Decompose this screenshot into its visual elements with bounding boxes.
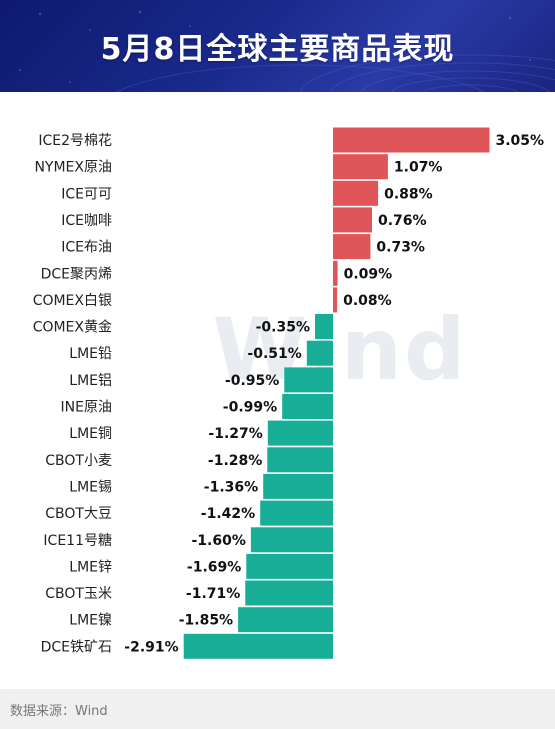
bar	[238, 607, 333, 633]
header-banner: 5月8日全球主要商品表现	[0, 0, 555, 92]
bar	[284, 367, 333, 393]
footer: 数据来源：Wind	[0, 689, 555, 729]
bar	[260, 500, 333, 526]
category-label: LME铜	[69, 426, 112, 442]
bar	[250, 527, 333, 553]
value-label: 0.88%	[384, 186, 433, 202]
category-label: LME铝	[69, 373, 112, 389]
value-label: -0.35%	[256, 320, 310, 336]
category-label: COMEX黄金	[33, 319, 112, 336]
value-label: 0.73%	[376, 240, 425, 256]
value-label: -1.85%	[179, 613, 233, 629]
category-label: ICE2号棉花	[38, 132, 112, 149]
bar	[263, 473, 333, 499]
bar	[333, 127, 490, 153]
value-label: 1.07%	[394, 160, 443, 176]
bar-chart: ICE2号棉花 NYMEX原油 ICE可可 ICE咖啡 ICE布油 DCE聚丙烯 COMEX…	[33, 127, 544, 659]
category-label: ICE布油	[61, 240, 112, 256]
bar	[333, 180, 379, 206]
category-label: CBOT小麦	[45, 453, 112, 469]
category-label: DCE聚丙烯	[41, 266, 112, 282]
bar	[267, 447, 333, 473]
value-label: -0.95%	[225, 373, 279, 389]
value-label: -1.27%	[208, 426, 262, 442]
bar	[333, 207, 372, 233]
category-label: LME镍	[69, 613, 112, 629]
category-label: CBOT玉米	[45, 586, 112, 602]
category-label: LME铅	[69, 346, 112, 362]
header-decoration	[18, 10, 555, 92]
bar	[333, 287, 338, 313]
category-label: NYMEX原油	[34, 160, 112, 176]
bars	[183, 127, 490, 659]
bar	[246, 553, 333, 579]
source-note: 数据来源：Wind	[10, 703, 108, 719]
value-label: -1.28%	[208, 453, 262, 469]
value-label: -1.36%	[204, 479, 258, 495]
category-labels: ICE2号棉花 NYMEX原油 ICE可可 ICE咖啡 ICE布油 DCE聚丙烯 COMEX…	[33, 132, 112, 655]
category-label: DCE铁矿石	[41, 639, 112, 655]
value-label: 0.09%	[344, 266, 393, 282]
bar	[267, 420, 333, 446]
value-label: -1.69%	[187, 559, 241, 575]
bar	[306, 340, 333, 366]
value-label: -0.99%	[223, 400, 277, 416]
value-label: -1.42%	[201, 506, 255, 522]
bar	[333, 154, 388, 180]
bar	[282, 394, 333, 419]
value-label: -1.60%	[192, 533, 246, 549]
category-label: ICE11号糖	[43, 533, 112, 549]
category-label: CBOT大豆	[45, 506, 112, 522]
value-label: 0.08%	[343, 293, 392, 309]
bar	[183, 633, 333, 659]
category-label: ICE咖啡	[61, 213, 112, 229]
bar	[333, 234, 371, 260]
bar	[333, 260, 338, 286]
category-label: LME锌	[69, 559, 112, 575]
value-label: -0.51%	[247, 346, 301, 362]
category-label: INE原油	[61, 400, 112, 416]
value-labels: 3.05% 1.07% 0.88% 0.76% 0.73% 0.09% 0.08% -0.35…	[124, 133, 544, 655]
value-label: -1.71%	[186, 586, 240, 602]
category-label: ICE可可	[61, 186, 112, 202]
category-label: COMEX白银	[33, 293, 112, 309]
chart-title: 5月8日全球主要商品表现	[100, 32, 455, 67]
bar	[315, 314, 333, 339]
category-label: LME锡	[69, 479, 112, 495]
value-label: 0.76%	[378, 213, 427, 229]
value-label: 3.05%	[496, 133, 545, 149]
value-label: -2.91%	[124, 639, 178, 655]
bar	[245, 580, 333, 606]
